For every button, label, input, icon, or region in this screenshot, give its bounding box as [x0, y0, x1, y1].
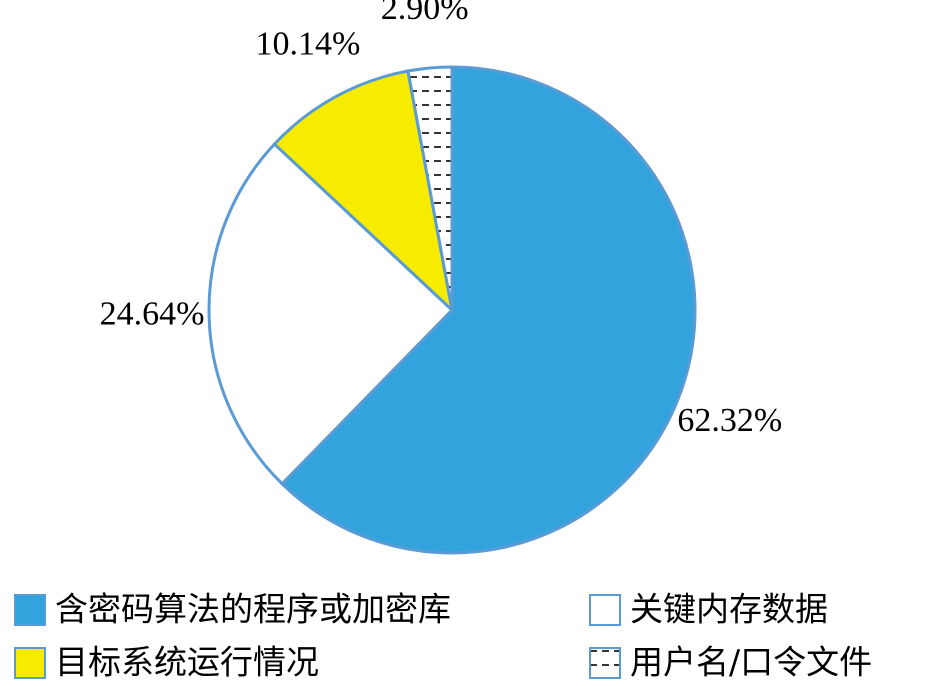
data-label: 24.64%	[100, 296, 205, 333]
data-label: 62.32%	[677, 402, 782, 439]
legend-label: 目标系统运行情况	[55, 643, 319, 682]
pie-slice	[272, 69, 455, 315]
legend-swatch	[14, 647, 46, 679]
legend-swatch	[589, 594, 621, 626]
legend-swatch	[589, 647, 621, 679]
pie-slice	[406, 65, 454, 311]
pie-slice	[280, 65, 697, 555]
legend-swatch	[14, 594, 46, 626]
pie-slice	[207, 141, 455, 486]
legend-label: 关键内存数据	[630, 590, 828, 629]
data-label: 2.90%	[381, 0, 469, 27]
data-label: 10.14%	[256, 26, 361, 63]
legend-label: 含密码算法的程序或加密库	[55, 590, 451, 629]
legend-label: 用户名/口令文件	[630, 643, 872, 682]
